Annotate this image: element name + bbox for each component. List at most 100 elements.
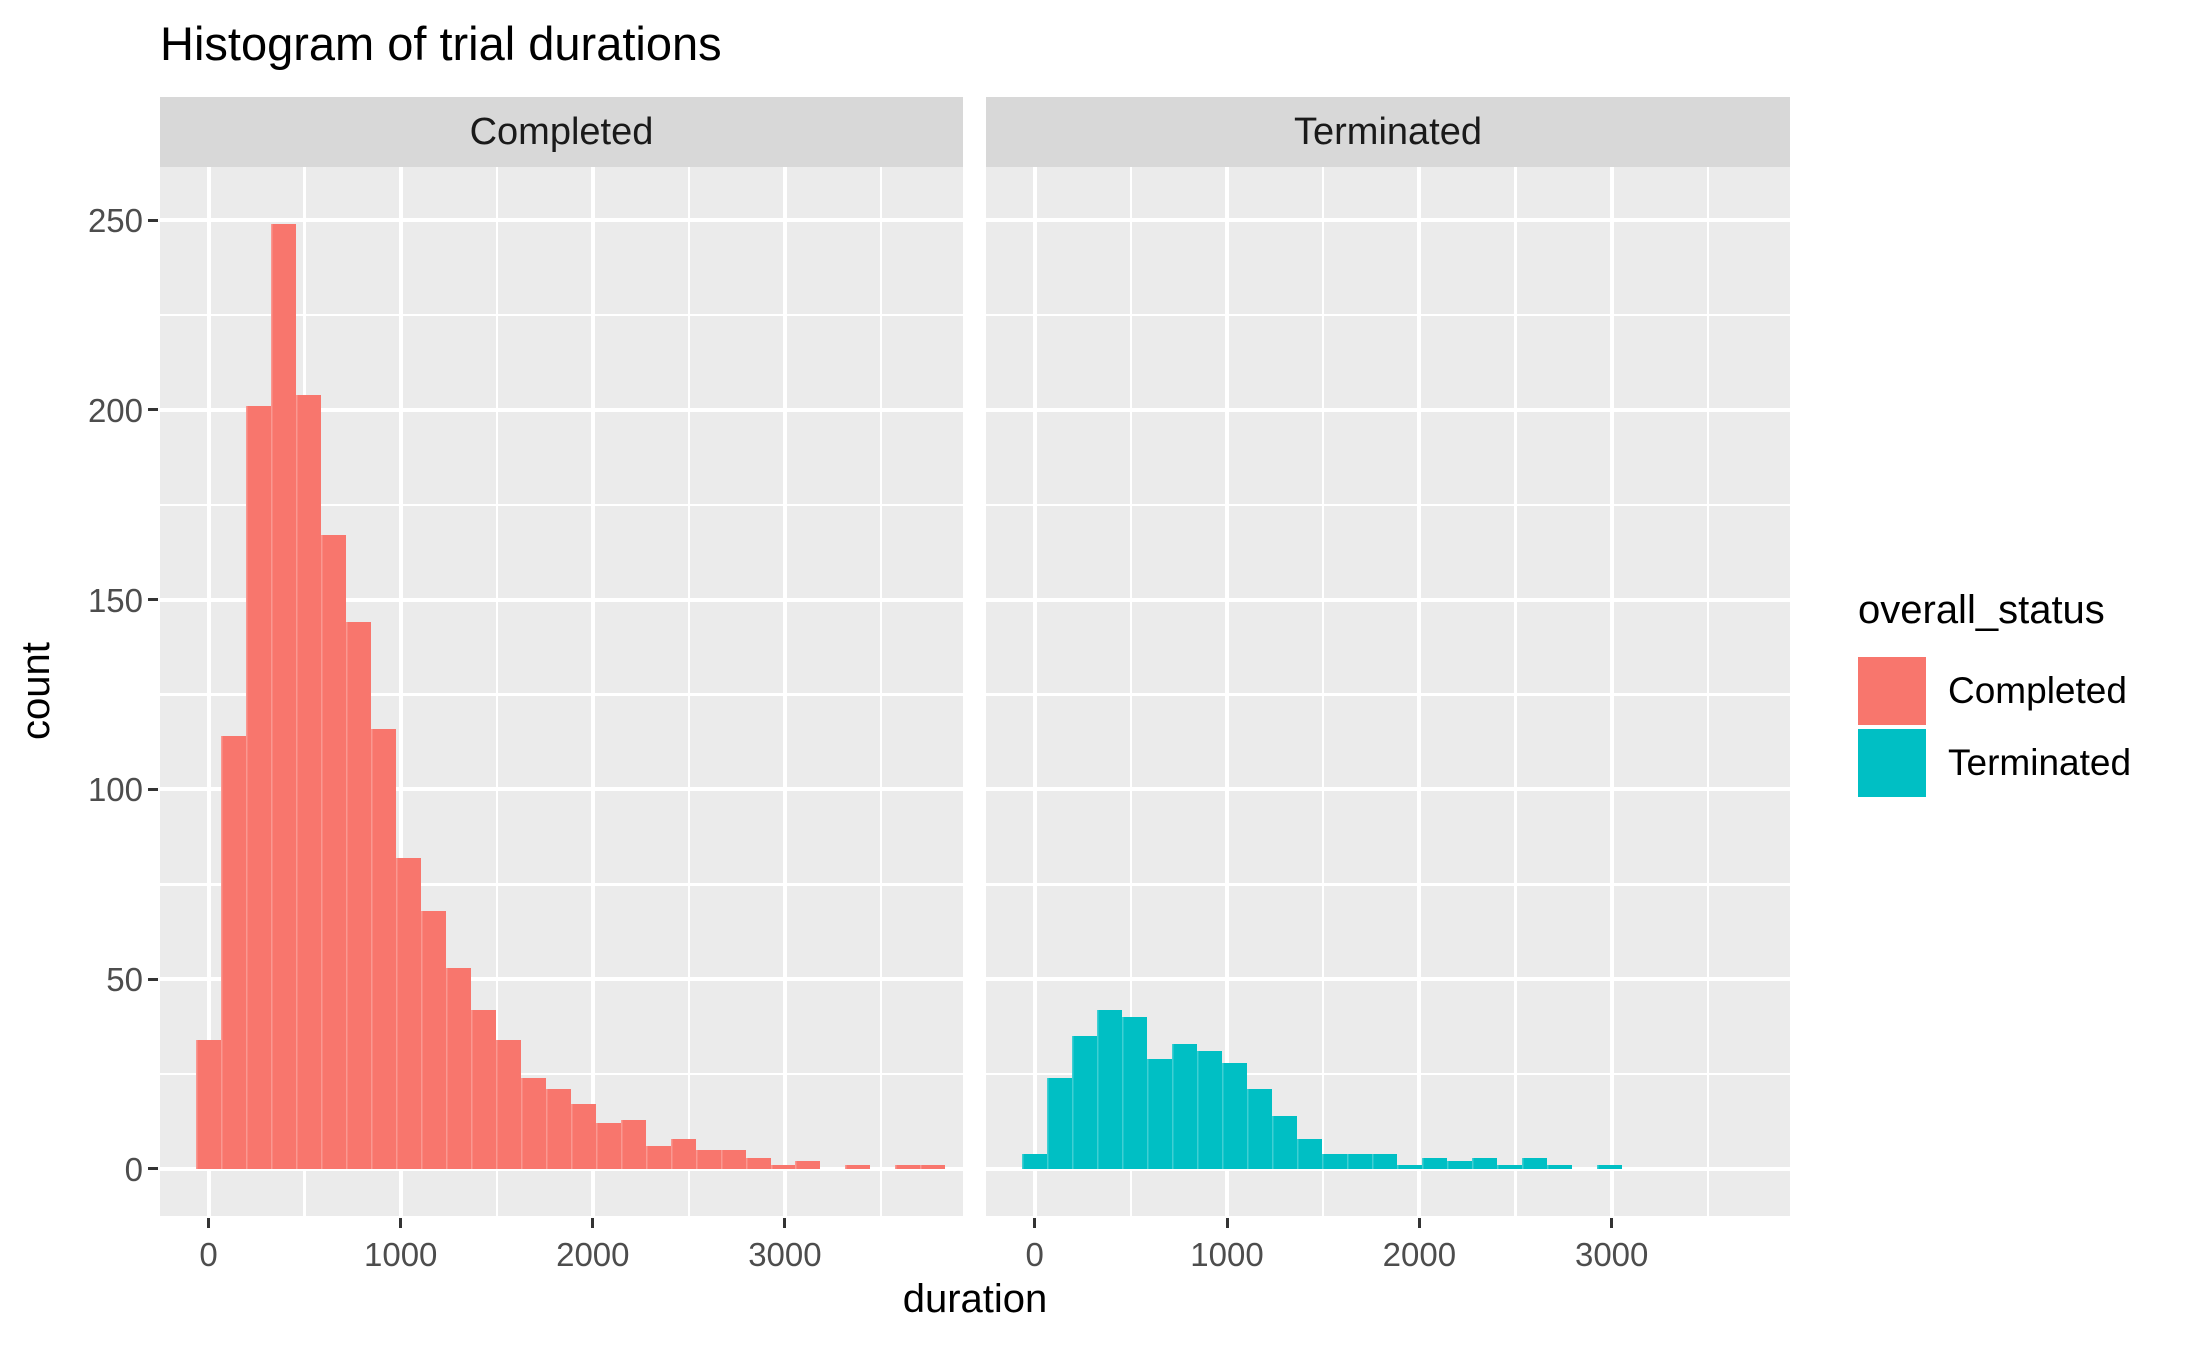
y-axis-tick-mark <box>148 1167 158 1171</box>
histogram-bar-terminated <box>1422 1157 1448 1169</box>
histogram-bar-terminated <box>1122 1017 1148 1169</box>
histogram-bar-completed <box>395 857 421 1169</box>
y-axis-tick-mark <box>148 598 158 602</box>
major-gridline-vertical <box>1032 167 1037 1216</box>
histogram-bar-terminated <box>1097 1009 1123 1169</box>
y-axis-tick-label: 50 <box>106 961 143 999</box>
histogram-bar-completed <box>246 406 272 1169</box>
histogram-bar-terminated <box>1522 1157 1548 1169</box>
histogram-bar-completed <box>370 728 396 1169</box>
minor-gridline-horizontal <box>986 503 1790 507</box>
y-axis-title: count <box>14 642 58 740</box>
x-axis-tick-label: 1000 <box>1190 1236 1264 1273</box>
x-axis-tick-mark <box>399 1218 403 1228</box>
major-gridline-horizontal <box>986 977 1790 982</box>
minor-gridline-vertical <box>1514 167 1517 1216</box>
histogram-bar-terminated <box>1072 1036 1098 1169</box>
histogram-bar-terminated <box>1397 1165 1423 1169</box>
x-axis-tick-mark <box>207 1218 211 1228</box>
major-gridline-vertical <box>1417 167 1422 1216</box>
major-gridline-horizontal <box>160 787 963 792</box>
y-axis-tick-label: 0 <box>124 1150 143 1188</box>
minor-gridline-horizontal <box>160 693 963 696</box>
x-axis-tick-mark <box>1033 1218 1037 1228</box>
facet-strip-completed: Completed <box>160 97 963 167</box>
legend-label-terminated: Terminated <box>1948 742 2132 783</box>
y-axis-tick-label: 250 <box>87 202 143 240</box>
y-axis-tick-mark <box>148 787 158 791</box>
histogram-bar-terminated <box>1022 1153 1048 1169</box>
histogram-bar-terminated <box>1322 1153 1348 1169</box>
minor-gridline-horizontal <box>986 313 1790 317</box>
legend-item-completed: Completed <box>1858 657 2131 725</box>
x-axis-tick-mark <box>1225 1218 1229 1228</box>
x-axis-tick-label: 3000 <box>1574 1236 1649 1273</box>
minor-gridline-horizontal <box>986 883 1790 886</box>
histogram-bar-terminated <box>1497 1165 1523 1169</box>
histogram-bar-completed <box>570 1104 596 1169</box>
major-gridline-horizontal <box>160 597 963 602</box>
plot-title: Histogram of trial durations <box>160 17 722 70</box>
y-axis-tick-label: 150 <box>87 581 143 619</box>
x-axis-tick-label: 2000 <box>1382 1236 1457 1273</box>
histogram-bar-terminated <box>1247 1089 1273 1169</box>
histogram-bar-completed <box>545 1089 571 1169</box>
minor-gridline-vertical <box>687 167 691 1216</box>
y-axis-tick-mark <box>148 218 158 222</box>
histogram-bar-completed <box>495 1039 521 1169</box>
minor-gridline-horizontal <box>986 693 1790 696</box>
major-gridline-horizontal <box>160 1166 963 1171</box>
histogram-bar-terminated <box>1472 1157 1498 1169</box>
histogram-bar-terminated <box>1147 1058 1173 1169</box>
major-gridline-vertical <box>398 167 403 1216</box>
minor-gridline-vertical <box>1321 167 1325 1216</box>
histogram-bar-terminated <box>1272 1115 1298 1169</box>
histogram-bar-completed <box>920 1165 946 1169</box>
legend-title: overall_status <box>1858 588 2105 632</box>
histogram-bar-completed <box>445 967 471 1169</box>
histogram-bar-completed <box>345 622 371 1169</box>
histogram-bar-completed <box>745 1157 771 1169</box>
histogram-bar-completed <box>271 223 296 1169</box>
minor-gridline-horizontal <box>160 1072 963 1076</box>
major-gridline-horizontal <box>160 407 963 412</box>
minor-gridline-vertical <box>1706 167 1710 1216</box>
minor-gridline-horizontal <box>160 313 963 317</box>
y-axis-tick-mark <box>148 408 158 412</box>
histogram-bar-terminated <box>1347 1153 1373 1169</box>
histogram-bar-terminated <box>1447 1161 1473 1169</box>
histogram-bar-terminated <box>1172 1043 1198 1169</box>
facet-strip-completed-label: Completed <box>469 110 654 153</box>
histogram-bar-completed <box>620 1119 646 1169</box>
major-gridline-horizontal <box>986 597 1790 602</box>
minor-gridline-horizontal <box>160 503 963 507</box>
histogram-bar-terminated <box>1547 1165 1573 1169</box>
histogram-bar-completed <box>420 910 446 1169</box>
minor-gridline-vertical <box>879 167 883 1216</box>
x-axis-tick-mark <box>591 1218 595 1228</box>
histogram-bar-completed <box>795 1161 821 1169</box>
major-gridline-vertical <box>590 167 595 1216</box>
minor-gridline-vertical <box>1129 167 1133 1216</box>
histogram-bar-completed <box>470 1009 496 1169</box>
histogram-bar-completed <box>221 736 247 1169</box>
histogram-bar-completed <box>720 1149 746 1169</box>
histogram-bar-completed <box>670 1138 696 1169</box>
x-axis-tick-mark <box>1417 1218 1421 1228</box>
minor-gridline-vertical <box>495 167 498 1216</box>
x-axis-tick-label: 2000 <box>556 1236 630 1273</box>
major-gridline-horizontal <box>160 218 963 223</box>
facet-strip-terminated: Terminated <box>986 97 1790 167</box>
y-axis-tick-label: 100 <box>87 771 143 809</box>
histogram-bar-completed <box>296 394 321 1169</box>
legend-swatch-terminated-icon <box>1858 729 1926 797</box>
major-gridline-vertical <box>1609 167 1614 1216</box>
x-axis-tick-label: 0 <box>199 1236 218 1273</box>
major-gridline-horizontal <box>986 407 1790 412</box>
facet-strip-terminated-label: Terminated <box>1294 110 1482 153</box>
major-gridline-vertical <box>206 167 211 1216</box>
histogram-bar-terminated <box>1597 1165 1623 1169</box>
panel-terminated <box>986 167 1790 1216</box>
histogram-bar-completed <box>645 1146 671 1169</box>
x-axis-title: duration <box>902 1277 1048 1321</box>
